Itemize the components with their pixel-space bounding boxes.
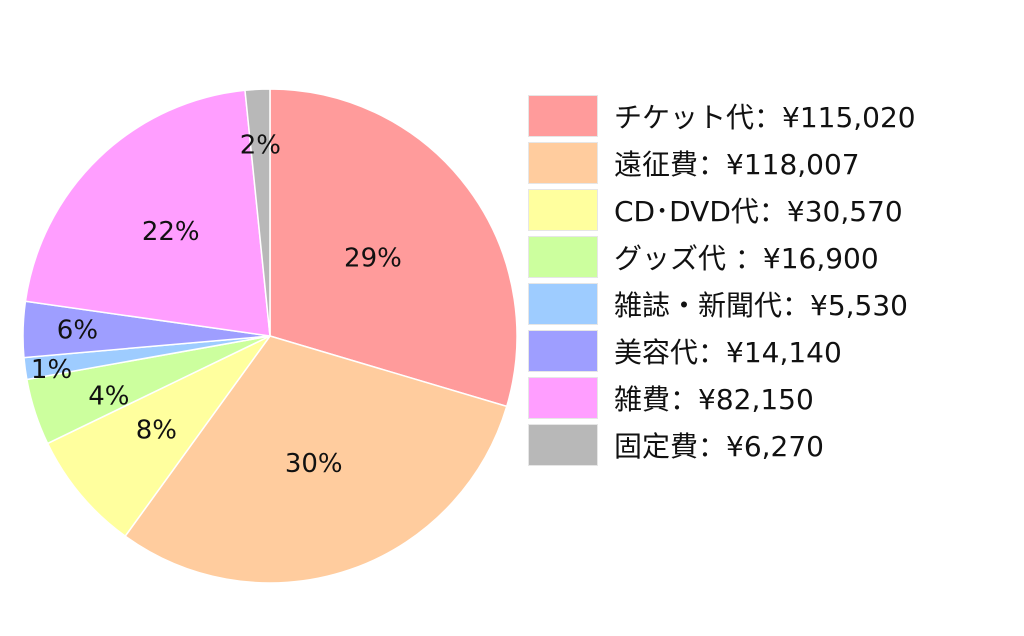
legend-label: グッズ代 ：¥16,900: [614, 241, 879, 275]
legend-swatch: [528, 141, 598, 184]
legend-item: 美容代：¥14,140: [528, 327, 998, 374]
legend-label: チケット代：¥115,020: [614, 100, 916, 134]
legend-label: 雑費：¥82,150: [614, 382, 814, 416]
pie-percent-label: 29%: [344, 244, 402, 274]
pie-percent-label: 6%: [57, 315, 98, 345]
legend-swatch: [528, 235, 598, 278]
legend-swatch: [528, 376, 598, 419]
pie-percent-label: 22%: [142, 217, 200, 247]
pie-slice: [124, 335, 508, 584]
legend-swatch: [528, 282, 598, 325]
legend: チケット代：¥115,020 遠征費：¥118,007 CD･DVD代：¥30,…: [528, 92, 998, 468]
pie-percent-label: 30%: [285, 449, 343, 479]
legend-label: CD･DVD代：¥30,570: [614, 194, 903, 228]
legend-swatch: [528, 423, 598, 466]
legend-swatch: [528, 329, 598, 372]
legend-label: 固定費：¥6,270: [614, 429, 824, 463]
pie-slice: [24, 89, 271, 337]
pie-percent-label: 8%: [136, 416, 177, 446]
legend-swatch: [528, 94, 598, 137]
legend-item: 雑誌・新聞代：¥5,530: [528, 280, 998, 327]
legend-label: 美容代：¥14,140: [614, 335, 842, 369]
pie-percent-label: 1%: [31, 355, 72, 385]
pie-labels: 29% 30% 8%4% 1% 6% 22% 2%: [31, 131, 402, 480]
pie-slices: [22, 88, 518, 584]
legend-item: グッズ代 ：¥16,900: [528, 233, 998, 280]
legend-item: CD･DVD代：¥30,570: [528, 186, 998, 233]
pie-slice: [46, 335, 271, 538]
pie-slice: [269, 88, 518, 408]
legend-label: 雑誌・新聞代：¥5,530: [614, 288, 908, 322]
pie-percent-label: 2%: [240, 131, 281, 161]
legend-item: 固定費：¥6,270: [528, 421, 998, 468]
legend-label: 遠征費：¥118,007: [614, 147, 860, 181]
legend-item: チケット代：¥115,020: [528, 92, 998, 139]
legend-item: 雑費：¥82,150: [528, 374, 998, 421]
pie-percent-label: 4%: [88, 381, 129, 411]
legend-swatch: [528, 188, 598, 231]
pie-slice: [244, 88, 271, 337]
legend-item: 遠征費：¥118,007: [528, 139, 998, 186]
